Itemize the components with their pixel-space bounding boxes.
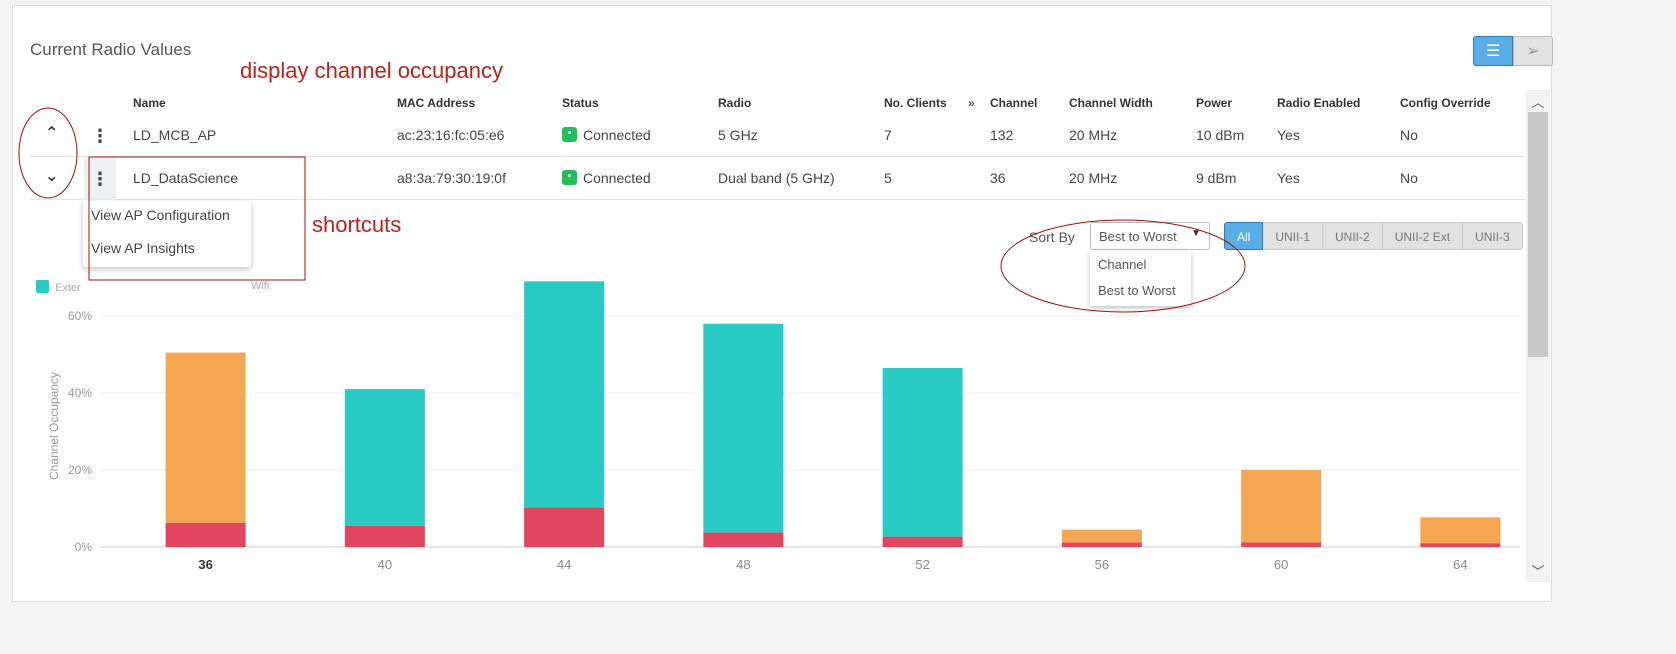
bar-segment[interactable] bbox=[703, 323, 784, 533]
cell-power: 10 dBm bbox=[1196, 127, 1245, 143]
cell-channel: 132 bbox=[990, 127, 1014, 143]
status-connected-icon bbox=[562, 127, 577, 142]
bar-segment[interactable] bbox=[1420, 543, 1501, 547]
bar-segment[interactable] bbox=[882, 536, 963, 547]
column-header[interactable]: MAC Address bbox=[397, 96, 476, 110]
cell-width: 20 MHz bbox=[1069, 127, 1118, 143]
y-axis-label: Channel Occupancy bbox=[47, 372, 61, 480]
x-tick-label: 44 bbox=[557, 557, 571, 572]
cell-clients: 7 bbox=[884, 127, 892, 143]
bar-segment[interactable] bbox=[1241, 542, 1322, 547]
bar-segment[interactable] bbox=[344, 389, 425, 526]
cell-status: Connected bbox=[562, 170, 651, 186]
cell-override: No bbox=[1400, 170, 1418, 186]
bar-segment[interactable] bbox=[344, 525, 425, 547]
cell-width: 20 MHz bbox=[1069, 170, 1118, 186]
scroll-thumb[interactable] bbox=[1528, 112, 1548, 357]
scroll-up-icon[interactable]: ︿ bbox=[1531, 95, 1545, 110]
cursor-arrow-icon: ➢ bbox=[1526, 43, 1540, 60]
cell-clients: 5 bbox=[884, 170, 892, 186]
bar-segment[interactable] bbox=[524, 507, 605, 547]
y-tick-label: 60% bbox=[68, 309, 92, 323]
status-text: Connected bbox=[583, 170, 651, 186]
kebab-menu-icon[interactable]: ⋮ bbox=[91, 126, 109, 146]
sort-desc-icon[interactable]: » bbox=[968, 96, 975, 110]
legend-swatch[interactable] bbox=[36, 280, 49, 293]
cell-mac: ac:23:16:fc:05:e6 bbox=[397, 127, 505, 143]
column-header[interactable]: Status bbox=[562, 96, 599, 110]
x-tick-label: 48 bbox=[736, 557, 750, 572]
cell-enabled: Yes bbox=[1277, 127, 1300, 143]
bar-segment[interactable] bbox=[165, 522, 246, 547]
column-header[interactable]: Config Override bbox=[1400, 96, 1491, 110]
annotation-text-2: shortcuts bbox=[312, 212, 402, 237]
bar-segment[interactable] bbox=[1241, 470, 1322, 543]
band-unii-2-ext[interactable]: UNII-2 Ext bbox=[1382, 222, 1464, 250]
band-unii-3[interactable]: UNII-3 bbox=[1463, 222, 1523, 250]
cell-radio: Dual band (5 GHz) bbox=[718, 170, 835, 186]
scroll-down-icon[interactable]: ﹀ bbox=[1531, 564, 1545, 579]
chart-legend: Exter Wifi bbox=[36, 280, 296, 296]
bar-segment[interactable] bbox=[524, 281, 605, 508]
column-header[interactable]: No. Clients bbox=[884, 96, 947, 110]
list-view-button[interactable]: ☰ bbox=[1473, 36, 1513, 66]
bar-segment[interactable] bbox=[1061, 542, 1142, 547]
bar-segment[interactable] bbox=[882, 367, 963, 537]
scrollbar[interactable]: ︿ ﹀ bbox=[1526, 90, 1550, 582]
legend-label: Exter bbox=[55, 282, 81, 294]
band-unii-2[interactable]: UNII-2 bbox=[1323, 222, 1383, 250]
cell-power: 9 dBm bbox=[1196, 170, 1237, 186]
x-tick-label: 64 bbox=[1453, 557, 1467, 572]
bar-segment[interactable] bbox=[1061, 529, 1142, 543]
x-tick-label: 56 bbox=[1095, 557, 1109, 572]
y-tick-label: 20% bbox=[68, 463, 92, 477]
y-tick-label: 0% bbox=[75, 540, 93, 554]
bar-segment[interactable] bbox=[165, 352, 246, 523]
column-header[interactable]: Radio bbox=[718, 96, 752, 110]
x-tick-label: 40 bbox=[378, 557, 392, 572]
annotation-text: display channel occupancy bbox=[240, 58, 503, 83]
view-toggle: ☰ ➢ bbox=[1473, 36, 1553, 66]
bar-segment[interactable] bbox=[1420, 517, 1501, 544]
page-title: Current Radio Values bbox=[30, 40, 192, 59]
column-header[interactable]: Channel bbox=[990, 96, 1038, 110]
column-header[interactable]: Radio Enabled bbox=[1277, 96, 1361, 110]
map-view-button[interactable]: ➢ bbox=[1513, 36, 1553, 66]
legend-label-2: Wifi bbox=[251, 280, 270, 292]
cell-status: Connected bbox=[562, 127, 651, 143]
column-header[interactable]: Channel Width bbox=[1069, 96, 1153, 110]
cell-enabled: Yes bbox=[1277, 170, 1300, 186]
column-header[interactable]: Power bbox=[1196, 96, 1233, 110]
cell-channel: 36 bbox=[990, 170, 1006, 186]
cell-name: LD_MCB_AP bbox=[133, 127, 217, 143]
bar-segment[interactable] bbox=[703, 532, 784, 547]
cell-mac: a8:3a:79:30:19:0f bbox=[397, 170, 506, 186]
y-tick-label: 40% bbox=[68, 386, 92, 400]
x-tick-label: 36 bbox=[198, 557, 212, 572]
cell-override: No bbox=[1400, 127, 1418, 143]
band-unii-1[interactable]: UNII-1 bbox=[1263, 222, 1324, 250]
cell-radio: 5 GHz bbox=[718, 127, 758, 143]
x-tick-label: 52 bbox=[915, 557, 929, 572]
x-tick-label: 60 bbox=[1274, 557, 1288, 572]
status-text: Connected bbox=[583, 127, 651, 143]
list-icon: ☰ bbox=[1485, 43, 1501, 60]
column-header[interactable]: Name bbox=[133, 96, 166, 110]
table-row[interactable]: ⌃ ⋮ LD_MCB_AP ac:23:16:fc:05:e6 Connected 5 G… bbox=[30, 115, 1525, 157]
status-connected-icon bbox=[562, 170, 577, 185]
